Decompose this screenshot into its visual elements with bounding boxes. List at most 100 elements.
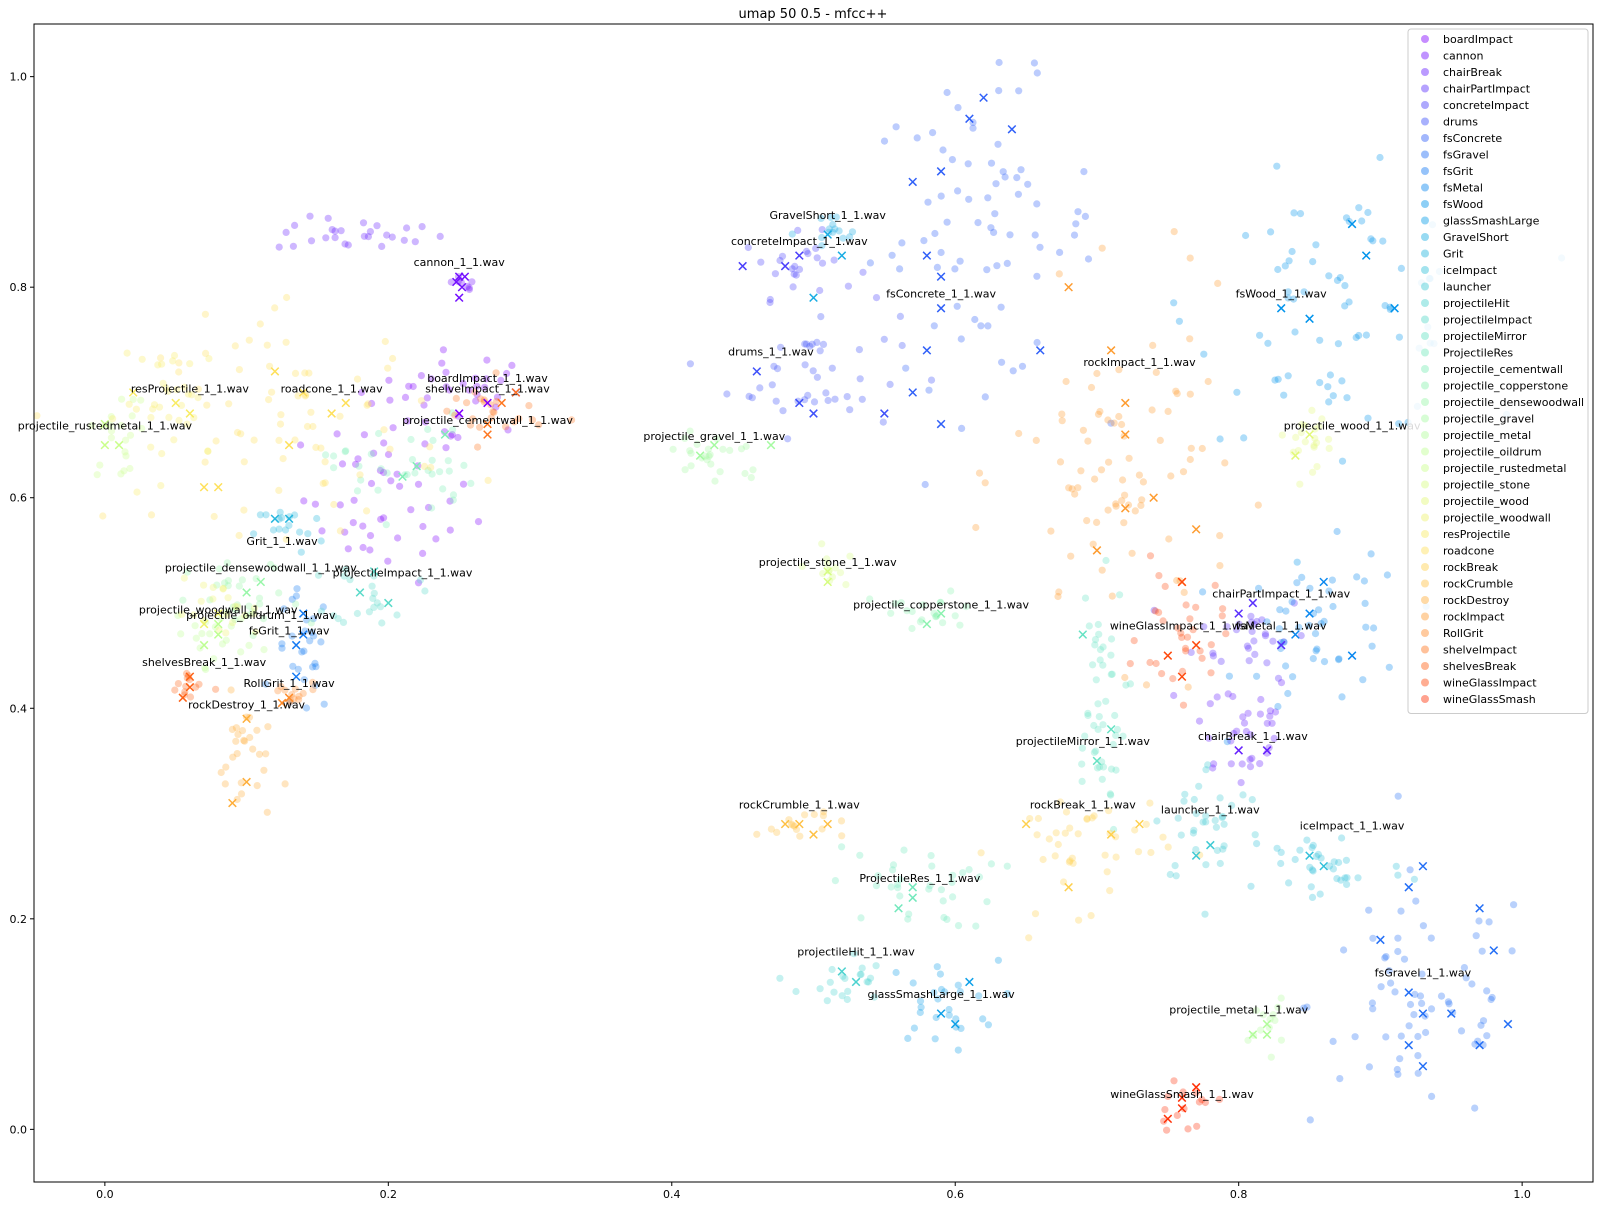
data-point: [1335, 656, 1343, 664]
data-point: [222, 763, 230, 771]
data-point: [174, 680, 182, 688]
data-point: [1186, 615, 1194, 623]
data-point: [256, 600, 264, 608]
x-markers-projectile_densewoodwall: [242, 577, 266, 597]
data-point: [1317, 854, 1325, 862]
data-point: [1329, 602, 1337, 611]
data-point: [504, 426, 512, 434]
x-marker: [823, 230, 833, 239]
data-point: [796, 832, 804, 840]
x-markers-projectile_metal: [1248, 1019, 1272, 1039]
data-point: [1296, 846, 1304, 854]
x-marker: [228, 798, 237, 808]
legend-swatch: [1421, 167, 1429, 175]
data-point: [122, 436, 130, 444]
data-point: [180, 383, 188, 391]
data-point: [987, 159, 996, 167]
data-point: [1148, 406, 1156, 414]
data-point: [910, 1024, 919, 1032]
data-point: [1266, 712, 1274, 720]
data-point: [898, 341, 906, 350]
legend-swatch: [1421, 645, 1429, 654]
data-point: [274, 687, 282, 695]
data-point: [1317, 620, 1325, 628]
annotation-label: cannon_1_1.wav: [414, 256, 506, 269]
data-point: [1195, 717, 1204, 725]
data-point: [1137, 501, 1145, 509]
data-point: [772, 397, 780, 405]
x-markers-fsWood: [1276, 219, 1399, 324]
data-point: [686, 360, 695, 368]
series-projectileImpact: [314, 565, 429, 627]
x-marker: [823, 819, 833, 829]
data-point: [1251, 831, 1259, 839]
data-point: [1055, 270, 1063, 278]
legend-item: rockCrumble: [1421, 578, 1513, 591]
legend-swatch: [1421, 464, 1429, 472]
data-point: [810, 810, 818, 819]
series-RollGrit: [274, 678, 317, 706]
data-point: [747, 474, 755, 482]
x-marker: [1120, 430, 1130, 439]
data-point: [1313, 645, 1321, 653]
legend-swatch: [1421, 216, 1429, 225]
x-marker: [1234, 746, 1244, 755]
data-point: [158, 450, 166, 458]
data-point: [128, 412, 136, 420]
data-point: [407, 506, 415, 514]
data-point: [1089, 661, 1097, 669]
x-marker: [291, 640, 301, 650]
data-point: [894, 880, 902, 889]
data-point: [460, 461, 468, 469]
data-point: [1257, 695, 1265, 704]
data-point: [1256, 710, 1264, 718]
data-point: [1387, 979, 1395, 987]
data-point: [766, 295, 774, 304]
data-point: [107, 427, 116, 435]
data-point: [1218, 814, 1226, 822]
x-marker: [277, 698, 287, 708]
legend-swatch: [1421, 51, 1429, 60]
data-point: [1242, 231, 1250, 240]
data-point: [936, 970, 945, 978]
legend-label: shelvesBreak: [1443, 660, 1517, 673]
data-point: [773, 828, 781, 837]
annotation-label: launcher_1_1.wav: [1161, 804, 1260, 817]
data-point: [380, 468, 388, 477]
data-point: [822, 389, 830, 397]
data-point: [866, 259, 875, 267]
x-marker: [780, 819, 790, 829]
data-point: [831, 877, 840, 885]
x-marker: [1262, 1030, 1272, 1039]
data-point: [808, 340, 816, 348]
x-marker: [1503, 1019, 1513, 1029]
annotation-label: RollGrit_1_1.wav: [244, 677, 336, 690]
data-point: [1285, 257, 1293, 265]
x-markers-glassSmashLarge: [936, 977, 974, 1029]
data-point: [836, 569, 845, 577]
data-point: [204, 447, 212, 455]
data-point: [1201, 1098, 1209, 1107]
data-point: [240, 736, 248, 745]
data-point: [789, 283, 797, 291]
data-point: [1246, 731, 1254, 739]
x-marker: [794, 398, 804, 408]
x-marker: [497, 398, 507, 408]
data-point: [1245, 657, 1253, 665]
data-point: [1487, 995, 1495, 1004]
data-point: [383, 469, 391, 477]
data-point: [93, 471, 101, 479]
data-point: [235, 531, 243, 540]
data-point: [956, 257, 964, 265]
data-point: [300, 647, 308, 655]
data-point: [234, 603, 242, 611]
data-point: [810, 398, 819, 406]
legend-item: projectile_cementwall: [1421, 363, 1563, 376]
data-point: [1418, 999, 1426, 1008]
data-point: [1270, 734, 1278, 743]
x-marker: [1191, 640, 1201, 650]
data-point: [1293, 579, 1301, 587]
data-point: [295, 696, 303, 704]
data-point: [1240, 434, 1248, 442]
data-point: [1066, 857, 1074, 865]
